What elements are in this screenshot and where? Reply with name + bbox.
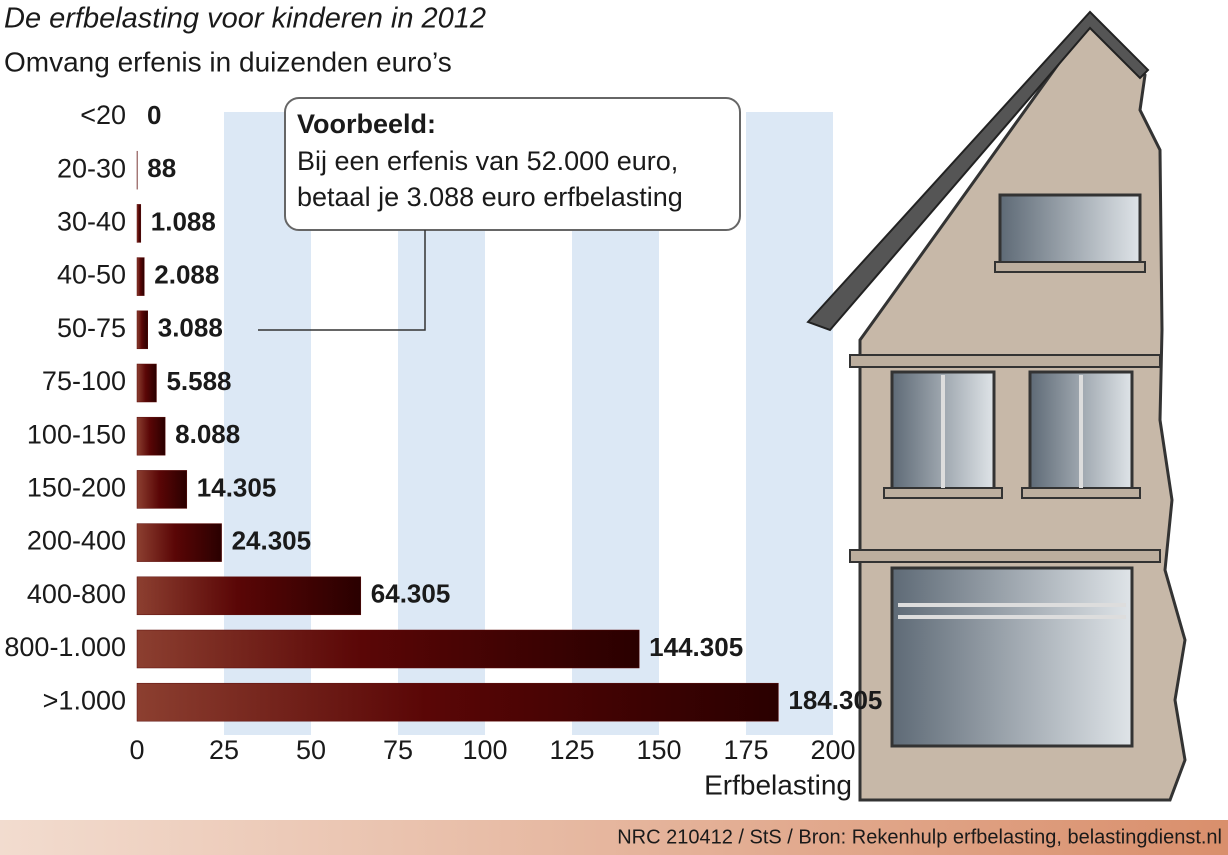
x-tick-label: 125 [549,735,594,765]
x-axis-label: Erfbelasting [704,769,852,800]
callout-line: betaal je 3.088 euro erfbelasting [297,182,683,212]
bar [136,363,157,403]
value-label: 14.305 [197,472,277,502]
value-label: 3.088 [158,313,223,343]
bar [136,470,188,509]
y-tick-label: 100-150 [27,419,126,449]
callout-title: Voorbeeld: [297,109,436,139]
chart-subtitle: Omvang erfenis in duizenden euro’s [4,46,452,77]
bar [136,310,148,350]
bar [136,204,142,243]
y-tick-label: 75-100 [42,366,126,396]
y-tick-label: 200-400 [27,526,126,556]
y-tick-label: 40-50 [57,260,126,290]
value-label: 24.305 [232,525,312,555]
y-tick-label: <20 [80,100,126,130]
y-tick-label: 800-1.000 [4,632,126,662]
callout-connector [258,230,426,331]
bar [136,576,362,616]
x-tick-label: 150 [636,735,681,765]
y-tick-label: 400-800 [27,579,126,609]
x-tick-label: 200 [810,735,855,765]
x-tick-label: 100 [462,735,507,765]
y-tick-label: 30-40 [57,207,126,237]
footer-strip [0,820,1228,855]
value-label: 0 [147,100,161,130]
bar [136,682,779,722]
bar [136,416,166,456]
chart-title: De erfbelasting voor kinderen in 2012 [4,3,486,35]
callout-box [284,97,741,231]
value-label: 144.305 [649,632,743,662]
value-label: 1.088 [151,206,216,236]
y-tick-label: 150-200 [27,473,126,503]
bar [136,629,640,669]
x-tick-label: 0 [129,735,144,765]
house-illustration [806,10,1187,802]
bar [136,523,222,562]
value-label: 8.088 [175,419,240,449]
x-tick-label: 75 [383,735,413,765]
bar [136,257,145,296]
value-label: 2.088 [154,259,219,289]
y-tick-label: 50-75 [57,313,126,343]
callout-line: Bij een erfenis van 52.000 euro, [297,146,678,176]
x-tick-label: 25 [209,735,239,765]
y-tick-label: >1.000 [43,685,126,715]
value-label: 5.588 [166,366,231,396]
value-label: 88 [147,153,176,183]
value-label: 184.305 [788,685,882,715]
x-tick-label: 175 [723,735,768,765]
value-label: 64.305 [371,579,451,609]
source: NRC 210412 / StS / Bron: Rekenhulp erfbe… [617,826,1222,848]
y-tick-label: 20-30 [57,153,126,183]
x-tick-label: 50 [296,735,326,765]
grid-band [746,112,833,735]
